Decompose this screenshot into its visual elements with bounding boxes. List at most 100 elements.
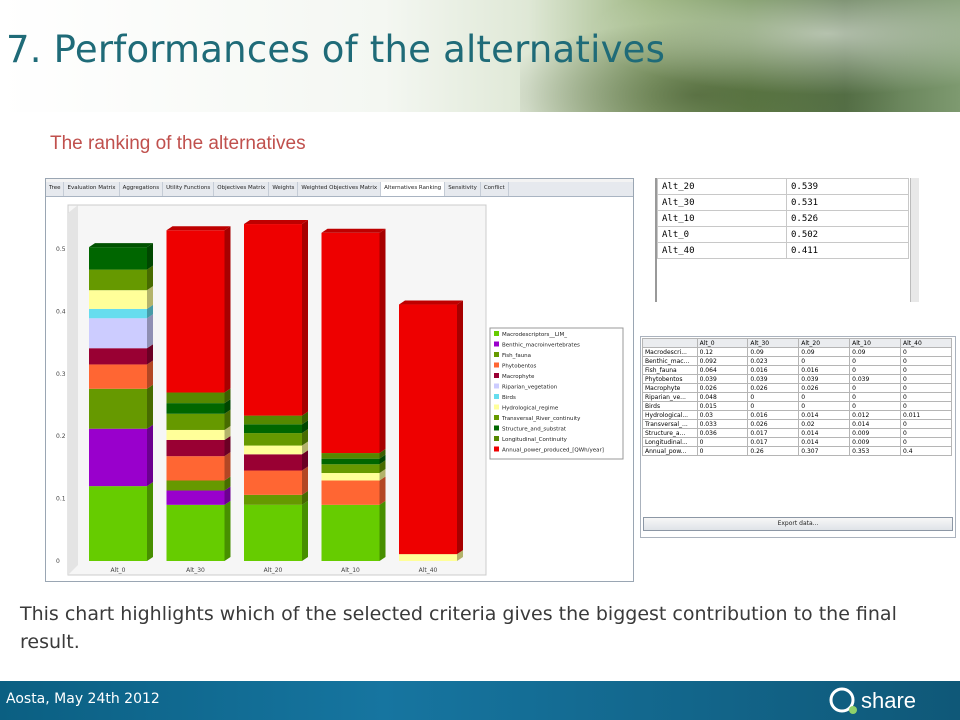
- bar-segment: [244, 470, 302, 495]
- legend-label: Transversal_River_continuity: [501, 416, 581, 422]
- column-header[interactable]: Alt_40: [900, 338, 952, 348]
- column-header[interactable]: Alt_30: [747, 338, 800, 348]
- tab-tree[interactable]: Tree: [46, 182, 65, 196]
- criterion-name: Longitudinal...: [642, 437, 698, 447]
- table-row[interactable]: Transversal_... 0.033 0.026 0.02 0.014 0: [642, 419, 952, 429]
- cell-value: 0: [900, 356, 952, 366]
- cell-value: 0.4: [900, 446, 952, 456]
- alternative-score: 0.526: [786, 210, 909, 227]
- bar-segment: [166, 504, 225, 561]
- scrollbar[interactable]: [910, 178, 919, 302]
- table-row[interactable]: Longitudinal... 0 0.017 0.014 0.009 0: [642, 437, 952, 447]
- table-row[interactable]: Macrophyte 0.026 0.026 0.026 0 0: [642, 383, 952, 393]
- bar-segment-side: [302, 411, 308, 425]
- bar-segment-side: [147, 424, 153, 487]
- bar-segment: [166, 413, 225, 430]
- table-row[interactable]: Alt_30 0.531: [657, 194, 909, 211]
- tab-weighted-objectives-matrix[interactable]: Weighted Objectives Matrix: [298, 182, 382, 196]
- table-row[interactable]: Alt_0 0.502: [657, 226, 909, 243]
- column-header[interactable]: Alt_0: [696, 338, 749, 348]
- bar-top: [89, 243, 153, 248]
- alternative-score: 0.411: [786, 242, 909, 259]
- cell-value: 0: [696, 437, 749, 447]
- column-header[interactable]: [642, 338, 698, 348]
- table-row[interactable]: Hydrological... 0.03 0.016 0.014 0.012 0.011: [642, 410, 952, 420]
- cell-value: 0.26: [747, 446, 800, 456]
- bar-segment-side: [457, 300, 463, 555]
- bar-segment: [244, 424, 302, 434]
- x-tick-label: Alt_40: [419, 567, 438, 574]
- bar-segment: [89, 247, 147, 270]
- footer-date: Aosta, May 24th 2012: [6, 691, 160, 707]
- table-row[interactable]: Annual_pow... 0 0.26 0.307 0.353 0.4: [642, 446, 952, 456]
- bar-segment: [89, 269, 147, 291]
- bar-segment-side: [147, 304, 153, 319]
- bar-segment: [89, 486, 147, 561]
- bar-segment-side: [224, 409, 231, 430]
- bar-segment-side: [224, 435, 231, 457]
- tab-conflict[interactable]: Conflict: [481, 182, 509, 196]
- table-row[interactable]: Alt_20 0.539: [657, 178, 909, 195]
- criterion-name: Phytobentos: [642, 374, 698, 384]
- bar-segment-side: [379, 228, 386, 454]
- table-row[interactable]: Riparian_ve... 0.048 0 0 0 0: [642, 392, 952, 402]
- tab-alternatives-ranking[interactable]: Alternatives Ranking: [381, 182, 446, 196]
- table-row[interactable]: Alt_40 0.411: [657, 242, 909, 259]
- criterion-name: Fish_fauna: [642, 365, 698, 375]
- table-row[interactable]: Structure_a... 0.036 0.017 0.014 0.009 0: [642, 428, 952, 438]
- bar-segment: [321, 504, 380, 561]
- table-row[interactable]: Phytobentos 0.039 0.039 0.039 0.039 0: [642, 374, 952, 384]
- tab-objectives-matrix[interactable]: Objectives Matrix: [214, 182, 270, 196]
- bar-segment: [321, 480, 380, 505]
- tab-evaluation-matrix[interactable]: Evaluation Matrix: [64, 182, 120, 196]
- plot-side: [68, 205, 78, 575]
- bar-segment-side: [379, 460, 386, 474]
- cell-value: 0: [747, 392, 800, 402]
- cell-value: 0: [849, 356, 902, 366]
- tab-aggregations[interactable]: Aggregations: [120, 182, 164, 196]
- cell-value: 0.039: [849, 374, 902, 384]
- bar-segment: [166, 490, 225, 505]
- criterion-name: Hydrological...: [642, 410, 698, 420]
- criterion-name: Macrodescri...: [642, 347, 698, 357]
- cell-value: 0.09: [747, 347, 800, 357]
- export-data-button[interactable]: Export data...: [643, 517, 953, 531]
- y-tick-label: 0.5: [56, 246, 66, 253]
- legend-label: Structure_and_substrat: [502, 427, 567, 433]
- bar-segment: [166, 403, 225, 414]
- bar-segment: [321, 232, 380, 454]
- bar-segment-side: [302, 490, 308, 505]
- table-row[interactable]: Macrodescri... 0.12 0.09 0.09 0.09 0: [642, 347, 952, 357]
- footer-bar: Aosta, May 24th 2012 share: [0, 681, 960, 720]
- legend-swatch: [494, 446, 499, 452]
- table-row[interactable]: Benthic_mac... 0.092 0.023 0 0 0: [642, 356, 952, 366]
- tab-sensitivity[interactable]: Sensitivity: [445, 182, 481, 196]
- bar-segment-side: [224, 399, 231, 414]
- cell-value: 0.048: [696, 392, 749, 402]
- alternative-name: Alt_0: [657, 226, 787, 243]
- criterion-name: Macrophyte: [642, 383, 698, 393]
- bar-segment-side: [147, 360, 153, 389]
- table-row[interactable]: Fish_fauna 0.064 0.016 0.016 0 0: [642, 365, 952, 375]
- legend-label: Birds: [502, 395, 516, 401]
- tab-utility-functions[interactable]: Utility Functions: [163, 182, 215, 196]
- alternative-score: 0.502: [786, 226, 909, 243]
- bar-segment: [244, 224, 302, 416]
- cell-value: 0: [747, 401, 800, 411]
- y-tick-label: 0: [56, 558, 60, 565]
- bar-segment-side: [224, 226, 231, 393]
- ranking-table: Alt_20 0.539 Alt_30 0.531 Alt_10 0.526 Alt_0 0.…: [655, 178, 919, 302]
- table-row[interactable]: Alt_10 0.526: [657, 210, 909, 227]
- x-tick-label: Alt_30: [186, 567, 205, 574]
- cell-value: 0: [849, 392, 902, 402]
- legend-swatch: [494, 404, 499, 410]
- tab-weights[interactable]: Weights: [269, 182, 299, 196]
- cell-value: 0.016: [798, 365, 851, 375]
- bar-segment-side: [302, 466, 308, 495]
- column-header[interactable]: Alt_20: [798, 338, 851, 348]
- bar-segment: [321, 464, 380, 474]
- bar-segment-side: [379, 500, 386, 561]
- cell-value: 0.039: [747, 374, 800, 384]
- column-header[interactable]: Alt_10: [849, 338, 902, 348]
- table-row[interactable]: Birds 0.015 0 0 0 0: [642, 401, 952, 411]
